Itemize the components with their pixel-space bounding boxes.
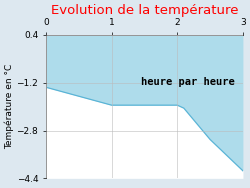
Y-axis label: Température en °C: Température en °C: [4, 64, 14, 149]
Title: Evolution de la température: Evolution de la température: [51, 4, 238, 17]
Text: heure par heure: heure par heure: [141, 77, 235, 87]
